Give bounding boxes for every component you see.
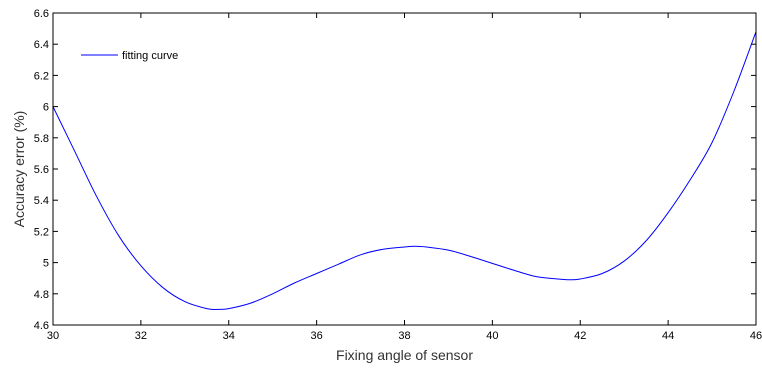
y-tick-label: 6.4 xyxy=(34,39,49,51)
curve-layer xyxy=(52,31,757,310)
y-tick-label: 4.6 xyxy=(34,320,49,332)
y-tick-label: 6.2 xyxy=(34,70,49,82)
series-line-fitting-curve xyxy=(52,31,757,310)
y-axis-title: Accuracy error (%) xyxy=(11,111,27,228)
x-tick-label: 32 xyxy=(135,330,147,342)
plot-area xyxy=(53,13,756,325)
legend-label-fitting-curve: fitting curve xyxy=(122,50,178,62)
x-tick-label: 44 xyxy=(662,330,674,342)
y-axis: 4.6 4.8 5 5.2 5.4 5.6 5.8 6 6.2 6.4 6.6 xyxy=(34,8,756,332)
x-tick-label: 46 xyxy=(750,330,762,342)
x-tick-label: 30 xyxy=(47,330,59,342)
y-tick-label: 6.6 xyxy=(34,8,49,20)
x-axis: 30 32 34 36 38 40 42 44 46 xyxy=(47,13,762,342)
x-tick-label: 38 xyxy=(398,330,410,342)
y-tick-label: 5 xyxy=(43,258,49,270)
y-tick-label: 5.8 xyxy=(34,133,49,145)
x-tick-label: 42 xyxy=(574,330,586,342)
y-tick-label: 5.2 xyxy=(34,226,49,238)
x-tick-label: 36 xyxy=(311,330,323,342)
x-tick-label: 40 xyxy=(486,330,498,342)
y-tick-label: 6 xyxy=(43,102,49,114)
y-tick-label: 5.4 xyxy=(34,195,49,207)
y-tick-label: 4.8 xyxy=(34,289,49,301)
x-tick-label: 34 xyxy=(223,330,235,342)
y-tick-label: 5.6 xyxy=(34,164,49,176)
x-axis-title: Fixing angle of sensor xyxy=(336,347,473,363)
legend: fitting curve xyxy=(81,50,178,62)
